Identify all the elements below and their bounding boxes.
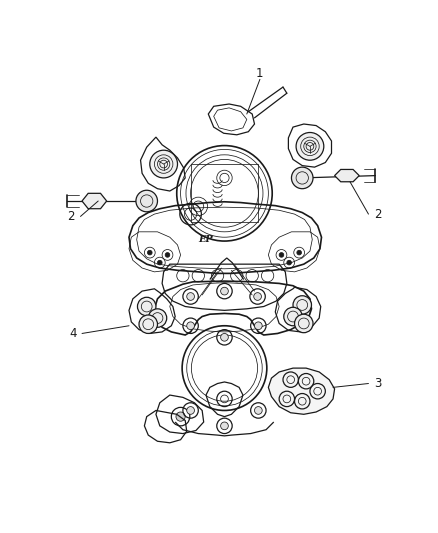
Circle shape (187, 322, 194, 329)
Text: EP: EP (198, 235, 213, 244)
Circle shape (291, 167, 313, 189)
Circle shape (138, 297, 156, 316)
Circle shape (136, 190, 158, 212)
Text: 3: 3 (374, 377, 381, 390)
Polygon shape (82, 193, 107, 209)
Text: 2: 2 (374, 208, 381, 221)
Circle shape (165, 253, 170, 257)
Circle shape (139, 315, 158, 334)
Circle shape (297, 251, 301, 255)
Circle shape (221, 422, 228, 430)
Circle shape (150, 150, 177, 178)
Circle shape (254, 322, 262, 329)
Text: 4: 4 (69, 327, 77, 340)
Circle shape (148, 251, 152, 255)
Circle shape (221, 287, 228, 295)
Circle shape (296, 133, 324, 160)
Circle shape (279, 253, 284, 257)
Circle shape (293, 296, 311, 314)
Circle shape (221, 334, 228, 341)
Circle shape (287, 260, 291, 265)
Circle shape (294, 314, 313, 333)
Circle shape (158, 260, 162, 265)
Circle shape (176, 412, 185, 421)
Polygon shape (268, 368, 335, 414)
Polygon shape (335, 169, 359, 182)
Circle shape (284, 308, 302, 326)
Text: 2: 2 (67, 210, 75, 223)
Circle shape (187, 293, 194, 301)
Text: 1: 1 (256, 67, 264, 80)
Circle shape (254, 293, 261, 301)
Circle shape (148, 309, 167, 327)
Circle shape (254, 407, 262, 414)
Circle shape (187, 407, 194, 414)
